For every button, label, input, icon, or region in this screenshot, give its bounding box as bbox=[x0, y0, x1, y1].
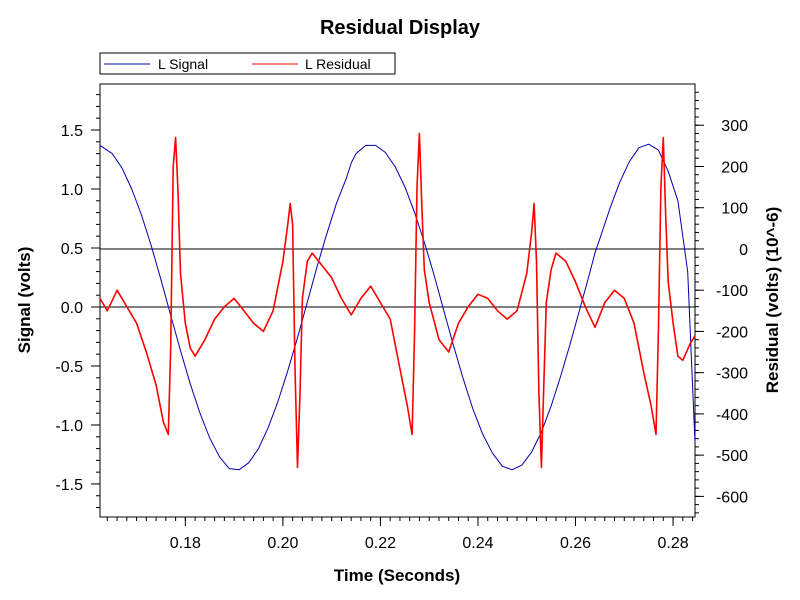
y-left-tick-label: -1.5 bbox=[55, 477, 83, 494]
x-tick-label: 0.28 bbox=[657, 535, 688, 552]
legend-label-signal: L Signal bbox=[158, 56, 208, 72]
y-right-tick-label: -500 bbox=[716, 448, 748, 465]
y-right-tick-label: -100 bbox=[716, 283, 748, 300]
y-left-axis-label: Signal (volts) bbox=[15, 247, 34, 354]
y-right-tick-label: -600 bbox=[716, 489, 748, 506]
y-left-tick-label: -0.5 bbox=[55, 359, 83, 376]
chart-title: Residual Display bbox=[320, 17, 481, 39]
y-right-tick-label: -300 bbox=[716, 366, 748, 383]
x-tick-label: 0.24 bbox=[462, 535, 493, 552]
legend-box bbox=[99, 52, 396, 75]
plot-area bbox=[99, 83, 696, 518]
y-right-axis-label: Residual (volts) (10^-6) bbox=[763, 207, 782, 394]
x-tick-label: 0.22 bbox=[365, 535, 396, 552]
y-left-tick-label: -1.0 bbox=[55, 418, 83, 435]
x-tick-label: 0.20 bbox=[267, 535, 298, 552]
y-right-tick-label: -400 bbox=[716, 407, 748, 424]
y-right-tick-label: 200 bbox=[721, 159, 748, 176]
y-right-tick-label: -200 bbox=[716, 324, 748, 341]
axis-ticks: 0.18 0.20 0.22 0.24 0.26 0.28 1.5 1.0 0.5 0.0 -0.5… bbox=[55, 91, 748, 552]
series-layer bbox=[99, 132, 696, 471]
x-axis-label: Time (Seconds) bbox=[334, 566, 460, 585]
y-right-tick-label: 100 bbox=[721, 201, 748, 218]
x-tick-label: 0.26 bbox=[560, 535, 591, 552]
y-right-tick-label: 300 bbox=[721, 118, 748, 135]
y-left-tick-label: 1.5 bbox=[61, 123, 83, 140]
y-right-tick-label: 0 bbox=[739, 242, 748, 259]
y-left-tick-label: 1.0 bbox=[61, 182, 83, 199]
y-left-tick-label: 0.5 bbox=[61, 241, 83, 258]
y-left-tick-label: 0.0 bbox=[61, 300, 83, 317]
legend: L Signal L Residual bbox=[99, 52, 396, 75]
legend-label-residual: L Residual bbox=[305, 56, 371, 72]
x-tick-label: 0.18 bbox=[170, 535, 201, 552]
signal-series-line bbox=[99, 143, 696, 471]
residual-series-line bbox=[99, 132, 696, 469]
